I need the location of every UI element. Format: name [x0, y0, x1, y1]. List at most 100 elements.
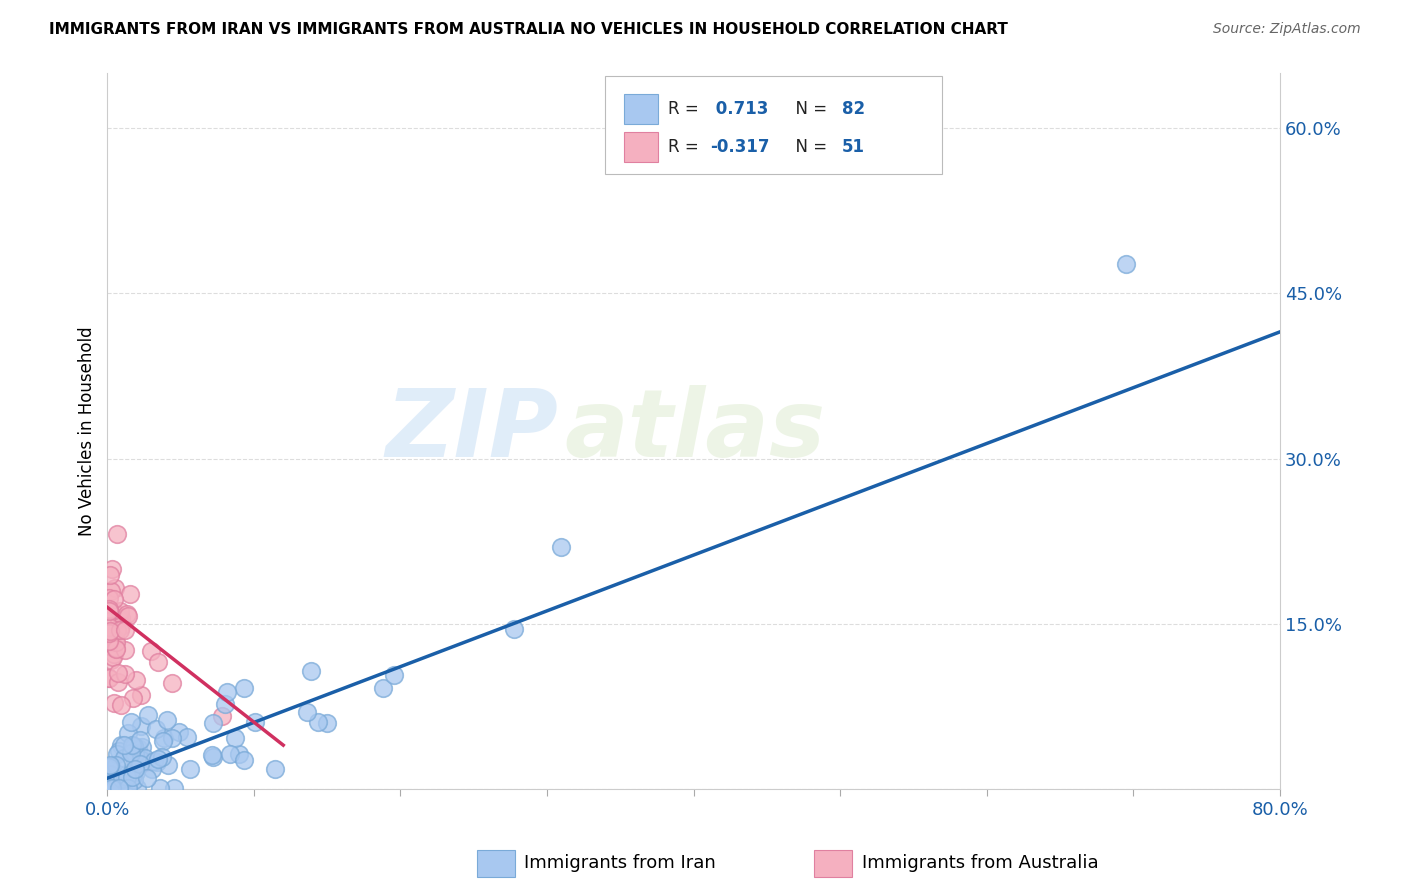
Point — [117, 608, 139, 623]
Text: Immigrants from Iran: Immigrants from Iran — [524, 855, 716, 872]
Point — [103, 648, 125, 662]
Point — [124, 747, 146, 761]
Point — [200, 748, 222, 763]
Point — [233, 681, 256, 695]
Point — [124, 762, 146, 776]
Point — [121, 741, 143, 756]
Point — [103, 781, 125, 796]
Point — [111, 776, 134, 790]
Point — [110, 698, 132, 713]
Point — [98, 671, 121, 685]
Point — [101, 640, 124, 654]
Point — [131, 740, 153, 755]
Point — [124, 739, 146, 753]
Point — [143, 754, 166, 768]
Point — [117, 765, 139, 780]
Point — [105, 635, 128, 649]
Point — [243, 714, 266, 729]
Point — [307, 714, 329, 729]
Text: R =: R = — [668, 138, 704, 156]
Point — [228, 747, 250, 761]
Point — [121, 690, 143, 705]
Point — [107, 666, 129, 681]
Point — [100, 584, 122, 599]
Point — [146, 755, 169, 769]
Point — [104, 641, 127, 656]
Point — [98, 758, 121, 772]
Text: Source: ZipAtlas.com: Source: ZipAtlas.com — [1213, 22, 1361, 37]
Point — [97, 671, 120, 685]
Point — [127, 747, 149, 761]
Y-axis label: No Vehicles in Household: No Vehicles in Household — [79, 326, 96, 536]
Point — [117, 781, 139, 796]
Point — [122, 751, 145, 765]
Point — [232, 752, 254, 766]
Point — [107, 747, 129, 761]
Point — [176, 730, 198, 744]
Text: 51: 51 — [842, 138, 865, 156]
Point — [149, 781, 172, 796]
Point — [148, 655, 170, 669]
Point — [224, 731, 246, 746]
Point — [117, 726, 139, 740]
Point — [316, 716, 339, 731]
Point — [135, 772, 157, 786]
Point — [97, 776, 120, 790]
Point — [1115, 257, 1137, 271]
Point — [299, 665, 322, 679]
Point — [550, 540, 572, 554]
Point — [163, 781, 186, 796]
Point — [108, 623, 131, 637]
Text: 82: 82 — [842, 100, 865, 118]
Point — [129, 752, 152, 766]
Point — [105, 757, 128, 772]
Point — [152, 734, 174, 748]
Point — [100, 652, 122, 666]
Point — [112, 738, 135, 752]
Point — [110, 738, 132, 752]
Point — [129, 689, 152, 703]
Point — [97, 591, 120, 605]
Point — [97, 760, 120, 774]
Point — [141, 643, 163, 657]
Point — [107, 611, 129, 625]
Point — [117, 781, 139, 796]
Point — [101, 604, 124, 618]
Point — [110, 619, 132, 633]
Point — [108, 744, 131, 758]
Point — [145, 722, 167, 736]
Point — [104, 581, 127, 595]
Point — [103, 592, 125, 607]
Text: ZIP: ZIP — [385, 385, 558, 477]
Text: 0.713: 0.713 — [710, 100, 769, 118]
Point — [108, 604, 131, 618]
Point — [134, 751, 156, 765]
Point — [264, 762, 287, 776]
Point — [105, 623, 128, 637]
Point — [120, 714, 142, 729]
Point — [129, 733, 152, 747]
Point — [101, 650, 124, 665]
Point — [219, 747, 242, 762]
Point — [146, 752, 169, 766]
Text: N =: N = — [785, 138, 832, 156]
Point — [112, 751, 135, 765]
Point — [107, 674, 129, 689]
Point — [105, 641, 128, 656]
Point — [121, 738, 143, 752]
Point — [97, 625, 120, 640]
Point — [125, 780, 148, 795]
Point — [98, 624, 121, 638]
Point — [136, 708, 159, 723]
Point — [131, 756, 153, 770]
Point — [120, 746, 142, 760]
Point — [131, 719, 153, 733]
Point — [150, 750, 173, 764]
Point — [105, 527, 128, 541]
Text: -0.317: -0.317 — [710, 138, 769, 156]
Point — [110, 611, 132, 625]
Point — [153, 731, 176, 745]
Point — [214, 697, 236, 711]
Point — [141, 762, 163, 776]
Point — [100, 767, 122, 781]
